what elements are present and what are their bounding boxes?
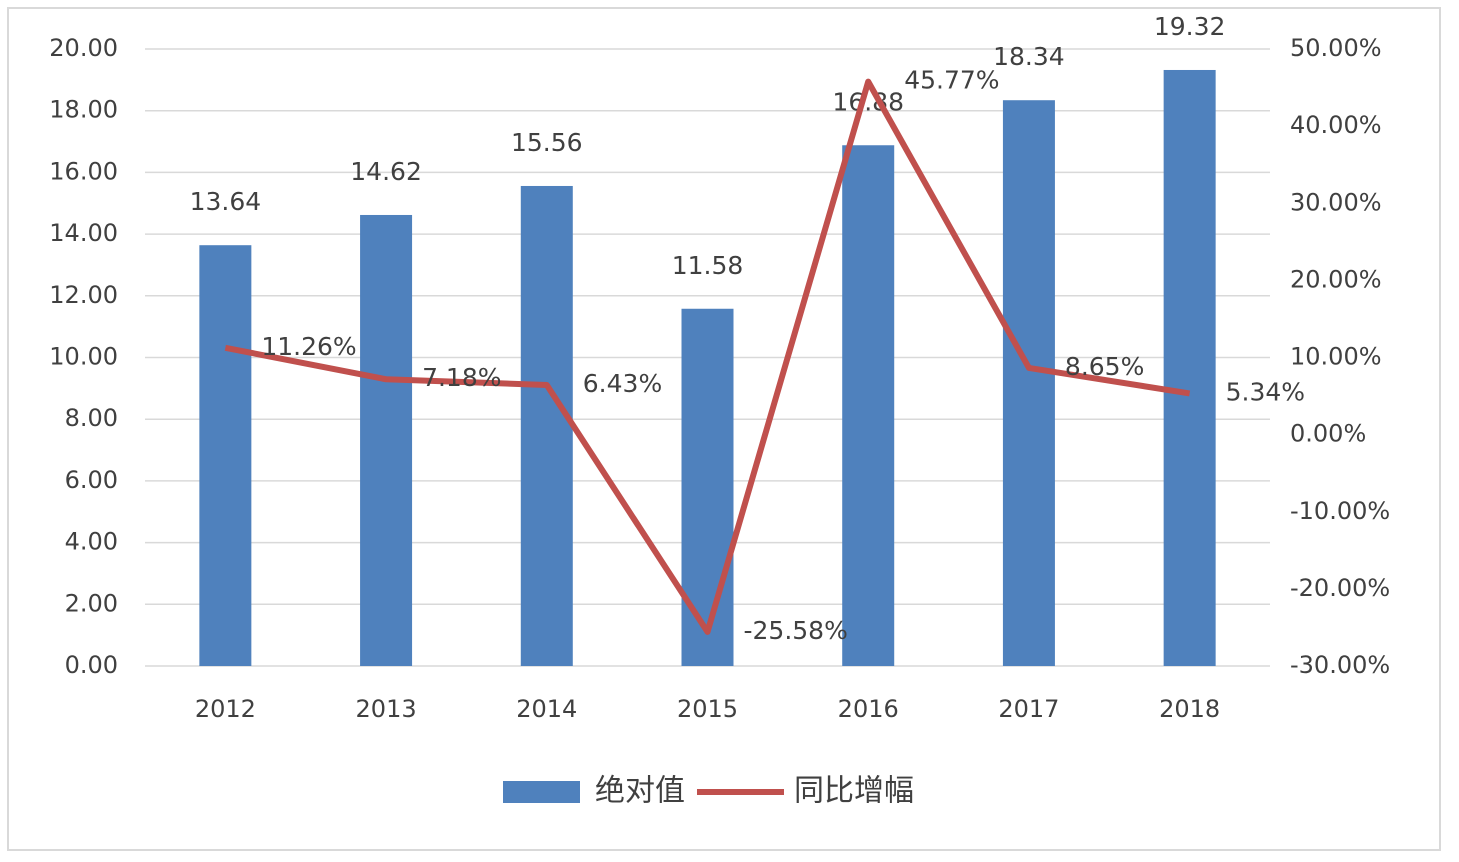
y-tick-label: 6.00: [65, 466, 118, 494]
bar-value-label: 19.32: [1154, 12, 1226, 41]
bar: [1002, 100, 1055, 666]
line-value-label: 8.65%: [1065, 352, 1144, 381]
x-tick-label: 2013: [356, 695, 417, 723]
y-tick-label: 18.00: [49, 96, 118, 124]
line-value-label: 7.18%: [422, 363, 501, 392]
y2-tick-label: -10.00%: [1290, 497, 1390, 525]
bar-value-label: 14.62: [350, 157, 422, 186]
y2-tick-label: -30.00%: [1290, 651, 1390, 679]
x-tick-label: 2017: [998, 695, 1059, 723]
y-tick-label: 10.00: [49, 343, 118, 371]
y-tick-label: 12.00: [49, 281, 118, 309]
bar: [520, 185, 573, 666]
y-tick-label: 0.00: [65, 651, 118, 679]
x-tick-label: 2014: [516, 695, 577, 723]
y2-tick-label: 20.00%: [1290, 265, 1382, 293]
y-tick-label: 4.00: [65, 528, 118, 556]
bar: [360, 214, 413, 666]
bar-value-label: 13.64: [190, 187, 262, 216]
x-tick-label: 2012: [195, 695, 256, 723]
x-tick-label: 2015: [677, 695, 738, 723]
y2-tick-label: 30.00%: [1290, 188, 1382, 216]
x-tick-label: 2018: [1159, 695, 1220, 723]
legend-swatch: [503, 781, 580, 803]
y-tick-label: 14.00: [49, 219, 118, 247]
y2-tick-label: -20.00%: [1290, 574, 1390, 602]
line-value-label: 6.43%: [583, 369, 662, 398]
line: [224, 78, 1191, 635]
line-value-label: 11.26%: [261, 332, 356, 361]
bar: [199, 245, 252, 666]
bar-value-label: 11.58: [672, 251, 744, 280]
legend-label: 绝对值: [595, 774, 685, 809]
y2-tick-label: 40.00%: [1290, 111, 1382, 139]
bar-value-label: 18.34: [993, 42, 1065, 71]
y-tick-label: 16.00: [49, 157, 118, 185]
line-value-label: -25.58%: [744, 616, 848, 645]
line-value-label: 5.34%: [1226, 377, 1305, 406]
bar: [842, 145, 895, 666]
bar-value-label: 15.56: [511, 128, 583, 157]
bar: [681, 308, 734, 666]
y2-tick-label: 10.00%: [1290, 343, 1382, 371]
legend-label: 同比增幅: [794, 774, 914, 809]
y-tick-label: 2.00: [65, 589, 118, 617]
y2-tick-label: 50.00%: [1290, 34, 1382, 62]
y2-tick-label: 0.00%: [1290, 420, 1366, 448]
line-value-label: 45.77%: [904, 66, 999, 95]
y-tick-label: 8.00: [65, 404, 118, 432]
y-tick-label: 20.00: [49, 34, 118, 62]
x-tick-label: 2016: [838, 695, 899, 723]
bar: [1163, 69, 1216, 666]
